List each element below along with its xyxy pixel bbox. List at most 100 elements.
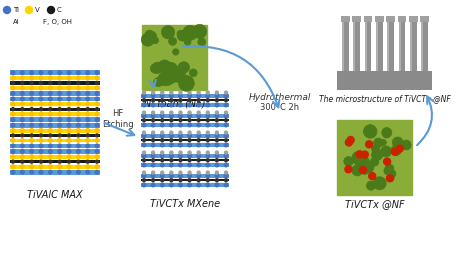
Circle shape [192, 24, 207, 38]
Circle shape [190, 69, 197, 77]
Circle shape [197, 143, 201, 147]
Circle shape [39, 102, 43, 106]
Circle shape [142, 114, 146, 117]
Circle shape [179, 174, 182, 178]
Circle shape [178, 72, 184, 78]
Circle shape [152, 171, 155, 174]
Circle shape [76, 150, 80, 153]
Circle shape [58, 86, 62, 90]
Circle shape [30, 108, 33, 111]
Circle shape [188, 134, 191, 138]
Bar [421, 22, 423, 71]
Circle shape [161, 91, 164, 94]
Circle shape [206, 91, 210, 94]
Circle shape [197, 154, 201, 158]
Circle shape [39, 123, 43, 127]
Circle shape [197, 159, 200, 162]
Circle shape [39, 71, 43, 74]
Bar [420, 16, 429, 22]
Circle shape [387, 174, 394, 181]
Circle shape [224, 94, 228, 98]
Circle shape [67, 97, 71, 101]
Circle shape [152, 151, 155, 154]
Circle shape [161, 179, 164, 182]
Circle shape [162, 26, 175, 39]
Circle shape [49, 81, 52, 84]
Text: The microstructure of TiVCTx @NF: The microstructure of TiVCTx @NF [319, 94, 451, 103]
Circle shape [158, 73, 171, 85]
Circle shape [392, 137, 403, 148]
Circle shape [197, 131, 200, 134]
Circle shape [152, 62, 163, 73]
Circle shape [11, 155, 15, 158]
Bar [10, 155, 100, 159]
Bar [10, 108, 100, 111]
Circle shape [206, 103, 210, 107]
Circle shape [206, 94, 210, 98]
Circle shape [48, 155, 52, 158]
Circle shape [179, 131, 182, 134]
Circle shape [11, 97, 15, 101]
Circle shape [76, 129, 80, 132]
Circle shape [48, 118, 52, 121]
Circle shape [373, 177, 386, 190]
Circle shape [170, 114, 173, 117]
Circle shape [30, 102, 34, 106]
Circle shape [143, 139, 146, 142]
Circle shape [145, 30, 154, 39]
Bar [342, 22, 349, 71]
Circle shape [30, 129, 34, 132]
Circle shape [21, 160, 24, 163]
Bar [375, 16, 383, 22]
Circle shape [170, 123, 173, 127]
Circle shape [48, 150, 52, 153]
Circle shape [188, 131, 191, 134]
Circle shape [26, 6, 33, 14]
Circle shape [197, 134, 201, 138]
Circle shape [372, 150, 383, 160]
Circle shape [58, 139, 62, 142]
Circle shape [142, 123, 146, 127]
Circle shape [225, 159, 228, 162]
Circle shape [20, 144, 24, 148]
Circle shape [225, 111, 228, 114]
Circle shape [95, 144, 99, 148]
Circle shape [48, 139, 52, 142]
Circle shape [76, 155, 80, 158]
Circle shape [95, 97, 99, 101]
Circle shape [206, 114, 210, 117]
Circle shape [11, 118, 15, 121]
Circle shape [11, 86, 15, 90]
Circle shape [143, 159, 146, 162]
Circle shape [86, 123, 90, 127]
Circle shape [67, 160, 71, 163]
Circle shape [142, 143, 146, 147]
Circle shape [179, 159, 182, 162]
Circle shape [197, 174, 201, 178]
Circle shape [58, 150, 62, 153]
Circle shape [11, 150, 15, 153]
Circle shape [154, 77, 163, 87]
Circle shape [188, 99, 191, 102]
Circle shape [95, 150, 99, 153]
Circle shape [179, 76, 194, 91]
Circle shape [20, 123, 24, 127]
Circle shape [162, 62, 176, 77]
Circle shape [362, 161, 374, 173]
Circle shape [39, 150, 43, 153]
Circle shape [160, 114, 164, 117]
Circle shape [11, 102, 15, 106]
Circle shape [30, 139, 34, 142]
Circle shape [391, 145, 401, 155]
Circle shape [151, 163, 155, 167]
Circle shape [170, 66, 185, 82]
Circle shape [86, 134, 89, 137]
Circle shape [86, 155, 90, 158]
Circle shape [49, 160, 52, 163]
Circle shape [152, 131, 155, 134]
Circle shape [184, 39, 191, 45]
Circle shape [39, 155, 43, 158]
Circle shape [11, 160, 15, 163]
Circle shape [197, 91, 200, 94]
Circle shape [39, 81, 43, 84]
